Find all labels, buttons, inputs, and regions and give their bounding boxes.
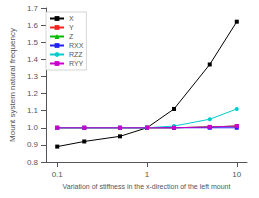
svg-text:Variation of stiffness in the: Variation of stiffness in the x-directio… (63, 183, 231, 190)
svg-text:1.5: 1.5 (27, 38, 39, 47)
svg-text:1.6: 1.6 (27, 21, 39, 30)
svg-text:RZZ: RZZ (69, 51, 83, 58)
svg-text:1.1: 1.1 (27, 106, 39, 115)
svg-text:Mount system natural frequency: Mount system natural frequency (8, 28, 17, 142)
svg-text:0.8: 0.8 (27, 158, 39, 167)
svg-text:10: 10 (232, 170, 241, 179)
svg-text:1.2: 1.2 (27, 89, 39, 98)
svg-text:Z: Z (69, 33, 74, 40)
svg-text:Y: Y (69, 24, 74, 31)
svg-text:1: 1 (145, 170, 150, 179)
svg-text:1.4: 1.4 (27, 55, 39, 64)
svg-text:1.7: 1.7 (27, 4, 39, 13)
svg-text:1.3: 1.3 (27, 72, 39, 81)
svg-text:0.9: 0.9 (27, 140, 39, 149)
svg-text:1.0: 1.0 (27, 123, 39, 132)
svg-text:RXX: RXX (69, 42, 84, 49)
svg-text:RYY: RYY (69, 60, 84, 67)
svg-text:X: X (69, 15, 74, 22)
svg-text:0.1: 0.1 (52, 170, 64, 179)
